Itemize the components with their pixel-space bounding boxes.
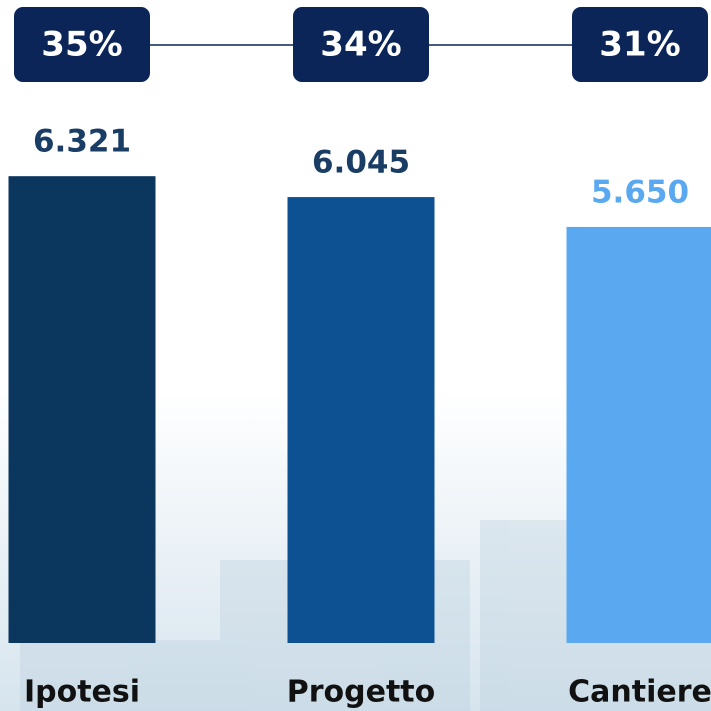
share-box (572, 7, 708, 82)
value-label: 5.650 (591, 174, 689, 210)
share-label: 34% (320, 25, 401, 65)
bar (8, 176, 156, 643)
share-label: 35% (41, 25, 122, 65)
x-tick-label: Progetto (287, 675, 436, 710)
share-box (293, 7, 429, 82)
share-label: 31% (599, 25, 680, 65)
bar (287, 197, 435, 643)
x-tick-label: Cantiere (568, 675, 711, 710)
share-box (14, 7, 150, 82)
plot: 6.321 Ipotesi 35% 6.045 Progetto 34% 5.650 Cant… (8, 7, 711, 710)
value-label: 6.045 (312, 145, 410, 181)
bar (566, 226, 711, 644)
x-tick-label: Ipotesi (24, 675, 140, 710)
value-label: 6.321 (33, 124, 131, 160)
